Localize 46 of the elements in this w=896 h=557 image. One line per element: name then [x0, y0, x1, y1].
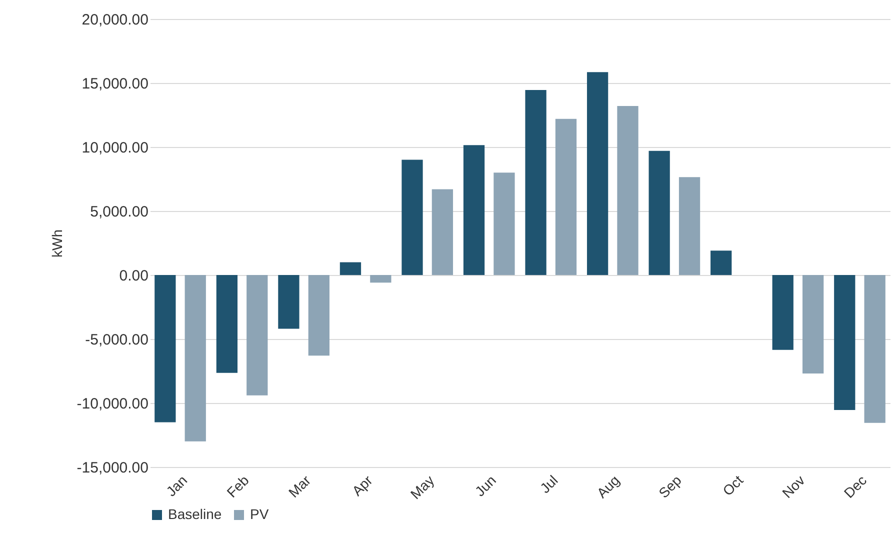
- bar: [834, 275, 856, 410]
- bar: [586, 72, 608, 275]
- bar: [246, 275, 268, 396]
- bar: [432, 189, 454, 275]
- bar: [154, 275, 176, 422]
- bar: [216, 275, 238, 373]
- x-tick-label: Jul: [536, 472, 561, 496]
- x-tick-label: Oct: [719, 472, 746, 499]
- y-tick-label: 0.00: [119, 268, 148, 284]
- bar: [555, 118, 577, 275]
- y-tick-label: -5,000.00: [85, 332, 148, 348]
- bar: [772, 275, 794, 350]
- bar: [864, 275, 886, 423]
- x-tick-label: Mar: [285, 472, 314, 500]
- x-tick-label: May: [407, 472, 438, 502]
- bar: [525, 90, 546, 275]
- bar: [802, 275, 824, 374]
- x-tick-label: Jun: [472, 472, 500, 500]
- y-axis-title: kWh: [48, 230, 65, 258]
- bar: [678, 177, 700, 275]
- x-tick-label: Sep: [655, 472, 684, 502]
- x-tick-label: Aug: [594, 472, 623, 502]
- y-tick-label: -10,000.00: [76, 396, 148, 412]
- y-tick-label: 15,000.00: [82, 76, 148, 92]
- x-tick-label: Jan: [162, 472, 190, 500]
- x-tick-label: Dec: [840, 472, 870, 502]
- y-tick-label: 10,000.00: [82, 140, 148, 156]
- bar: [710, 250, 732, 275]
- bar: [370, 275, 392, 283]
- bar: [494, 172, 515, 275]
- bar: [648, 150, 670, 275]
- y-tick-label: 5,000.00: [90, 204, 148, 220]
- bar: [617, 106, 638, 275]
- bar: [184, 275, 206, 442]
- x-tick-label: Feb: [224, 472, 252, 500]
- x-tick-label: Apr: [348, 472, 376, 499]
- bar: [278, 275, 300, 329]
- bar: [340, 262, 362, 275]
- x-tick-label: Nov: [778, 472, 808, 502]
- legend-label: Baseline: [168, 506, 222, 522]
- y-tick-label: -15,000.00: [76, 460, 148, 476]
- y-tick-label: 20,000.00: [82, 12, 148, 28]
- legend-label: PV: [250, 506, 270, 522]
- bar: [463, 145, 485, 275]
- bar: [402, 160, 423, 275]
- bar: [308, 275, 330, 356]
